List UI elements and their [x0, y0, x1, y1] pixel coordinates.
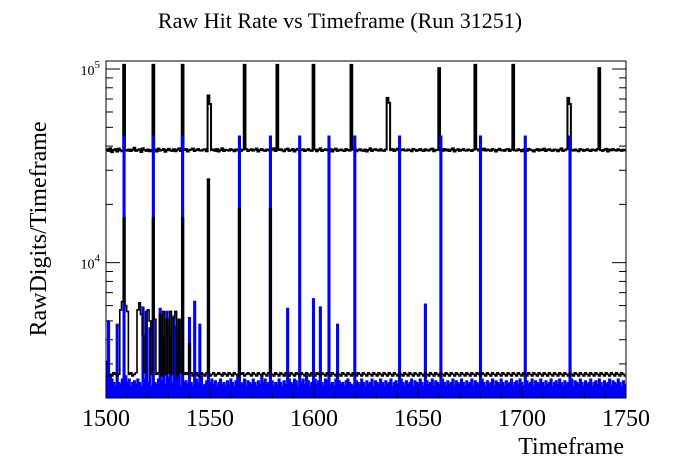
x-axis-title: Timeframe [518, 434, 624, 460]
series-0-line [106, 63, 626, 154]
y-tick-label: 105 [81, 59, 101, 79]
x-tick-label: 1600 [290, 406, 338, 432]
plot-frame [105, 60, 627, 399]
plot-area [106, 63, 626, 399]
x-axis: 1500 1550 1600 1650 1700 1750 [82, 386, 650, 432]
series-2-line [106, 178, 626, 377]
x-tick-label: 1750 [602, 406, 650, 432]
y-axis: 104 105 [81, 59, 626, 399]
x-tick-label: 1700 [498, 406, 546, 432]
x-tick-label: 1500 [82, 406, 130, 432]
x-tick-label: 1550 [186, 406, 234, 432]
y-tick-label: 104 [81, 253, 101, 273]
series-1-line [106, 135, 626, 387]
y-axis-title: RawDigits/Timeframe [26, 121, 52, 336]
x-tick-label: 1650 [394, 406, 442, 432]
chart-title: Raw Hit Rate vs Timeframe (Run 31251) [158, 8, 522, 33]
